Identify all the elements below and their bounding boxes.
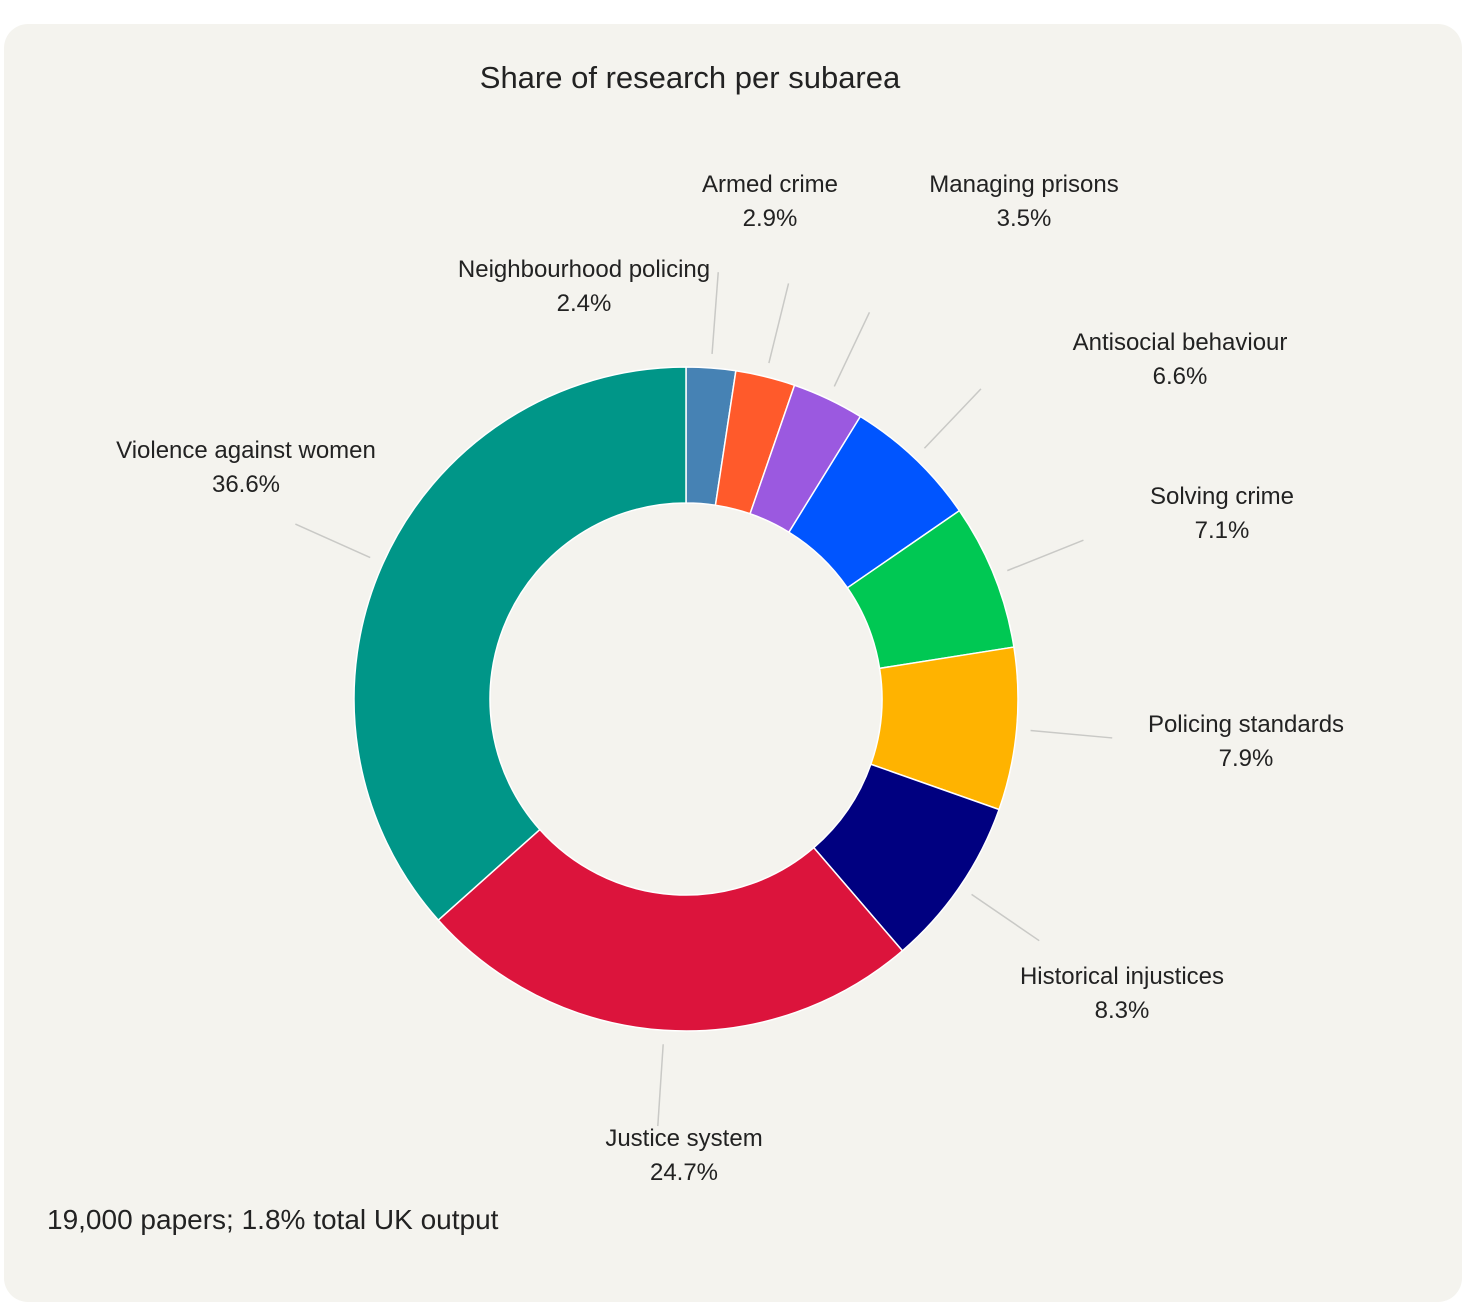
leader-line-solving-crime: [1007, 539, 1084, 572]
slice-value-justice-system: 24.7%: [650, 1159, 718, 1186]
chart-title: Share of research per subarea: [479, 60, 901, 95]
slice-violence-against-women: [353, 366, 687, 922]
slice-label-violence-against-women: Violence against women: [116, 437, 376, 464]
slice-justice-system: [437, 828, 904, 1032]
slice-value-armed-crime: 2.9%: [743, 205, 798, 232]
donut-slices: [353, 366, 1019, 1032]
leader-line-managing-prisons: [833, 311, 871, 387]
slice-label-managing-prisons: Managing prisons: [929, 171, 1118, 198]
leader-line-policing-standards: [1030, 729, 1113, 739]
footnote: 19,000 papers; 1.8% total UK output: [47, 1204, 499, 1235]
slice-value-solving-crime: 7.1%: [1195, 517, 1250, 544]
slice-label-armed-crime: Armed crime: [702, 171, 838, 198]
slice-label-antisocial-behaviour: Antisocial behaviour: [1073, 329, 1288, 356]
slice-value-policing-standards: 7.9%: [1219, 745, 1274, 772]
slice-value-historical-injustices: 8.3%: [1095, 997, 1150, 1024]
chart-card: Share of research per subarea Neighbourh…: [4, 24, 1462, 1302]
slice-label-justice-system: Justice system: [605, 1125, 762, 1152]
slice-value-managing-prisons: 3.5%: [997, 205, 1052, 232]
slice-label-historical-injustices: Historical injustices: [1020, 963, 1224, 990]
leader-line-justice-system: [657, 1044, 664, 1127]
leader-line-armed-crime: [768, 283, 790, 364]
slice-label-neighbourhood-policing: Neighbourhood policing: [458, 256, 710, 283]
slice-value-antisocial-behaviour: 6.6%: [1153, 363, 1208, 390]
slice-labels: Neighbourhood policing 2.4% Armed crime 2.9…: [116, 171, 1344, 1186]
leader-lines: [295, 272, 1113, 1127]
leader-line-neighbourhood-policing: [711, 272, 719, 355]
leader-line-historical-injustices: [971, 893, 1040, 942]
leader-line-antisocial-behaviour: [923, 388, 982, 449]
donut-chart: Neighbourhood policing 2.4% Armed crime 2.9…: [116, 171, 1344, 1186]
slice-value-neighbourhood-policing: 2.4%: [557, 290, 612, 317]
leader-line-violence-against-women: [295, 523, 371, 559]
slice-label-solving-crime: Solving crime: [1150, 483, 1294, 510]
slice-label-policing-standards: Policing standards: [1148, 711, 1344, 738]
slice-value-violence-against-women: 36.6%: [212, 471, 280, 498]
